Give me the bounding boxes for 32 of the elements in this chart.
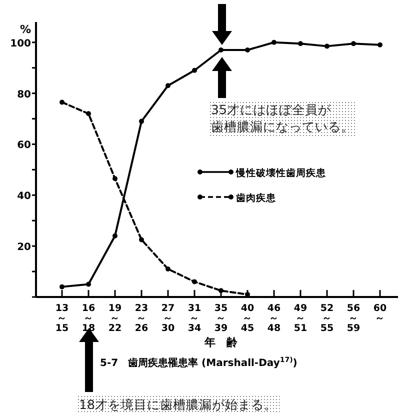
point	[324, 44, 330, 49]
y-tick-label: 40	[17, 191, 32, 202]
point	[298, 41, 303, 46]
point	[112, 233, 118, 238]
point	[218, 48, 224, 53]
legend-label: 慢性破壊性歯周疾患	[235, 167, 327, 179]
point	[60, 100, 64, 105]
point	[272, 40, 276, 45]
point	[351, 41, 356, 46]
point	[139, 237, 144, 242]
point	[139, 118, 144, 124]
annotation: 35才にはほぼ全員が歯槽膿漏になっている。	[210, 4, 357, 136]
y-tick-label: 80	[17, 89, 32, 100]
point	[86, 282, 91, 287]
y-tick-label: 100	[10, 38, 32, 50]
point	[218, 288, 224, 294]
y-tick-label: 60	[17, 140, 32, 152]
y-tick-label: 20	[17, 242, 32, 254]
annotation: 35才にはほぼ全員が歯槽膿漏になっている。	[211, 102, 354, 134]
point	[378, 42, 382, 48]
point	[166, 266, 170, 272]
point	[245, 48, 250, 53]
point	[192, 279, 197, 284]
point	[192, 68, 197, 73]
point	[112, 176, 118, 182]
point	[60, 284, 64, 290]
point	[166, 83, 170, 88]
text: 5-7 歯周疾患罹患率 (Marshall-Day$^{17)}$)	[100, 356, 298, 369]
y-axis-title: %	[20, 23, 31, 36]
point	[86, 111, 91, 116]
x-axis-title: 年 齢	[204, 336, 238, 349]
legend-label: 歯肉疾患	[235, 192, 277, 204]
